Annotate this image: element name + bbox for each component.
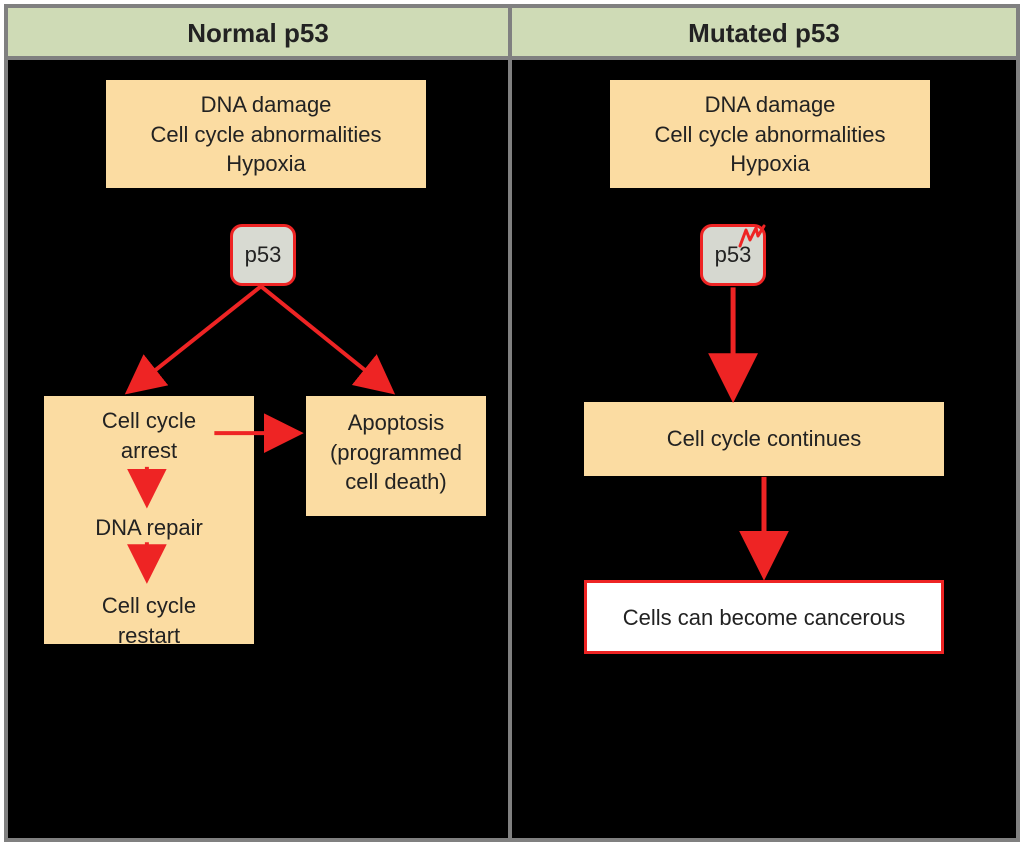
diagram-wrapper: Normal p53 DNA damage Cell cycle abnorma…	[0, 0, 1024, 846]
arrest-line-2: arrest	[121, 438, 177, 463]
normal-p53-node: p53	[230, 224, 296, 286]
m-trigger-line-2: Cell cycle abnormalities	[654, 122, 885, 147]
arrest-line-1: Cell cycle	[102, 408, 196, 433]
apoptosis-box: Apoptosis (programmed cell death)	[306, 396, 486, 516]
arrow-p53-to-apoptosis	[261, 286, 389, 389]
normal-trigger-box: DNA damage Cell cycle abnormalities Hypo…	[106, 80, 426, 188]
apoptosis-line-1: Apoptosis	[348, 410, 445, 435]
arrow-p53-to-arrest	[131, 286, 261, 389]
trigger-line-2: Cell cycle abnormalities	[150, 122, 381, 147]
m-trigger-line-3: Hypoxia	[730, 151, 809, 176]
mutated-p53-header: Mutated p53	[512, 8, 1016, 60]
cancer-box: Cells can become cancerous	[584, 580, 944, 654]
apoptosis-line-3: cell death)	[345, 469, 447, 494]
mutated-p53-node: p53	[700, 224, 766, 286]
two-column-grid: Normal p53 DNA damage Cell cycle abnorma…	[4, 4, 1020, 842]
cycle-continues-box: Cell cycle continues	[584, 402, 944, 476]
restart-line-2: restart	[118, 623, 180, 648]
mutation-jag-icon	[738, 224, 766, 248]
trigger-line-3: Hypoxia	[226, 151, 305, 176]
mutated-p53-column: Mutated p53 DNA damage Cell cycle abnorm…	[512, 8, 1016, 838]
mutated-p53-body: DNA damage Cell cycle abnormalities Hypo…	[512, 60, 1016, 838]
cancer-line: Cells can become cancerous	[623, 605, 905, 630]
normal-p53-column: Normal p53 DNA damage Cell cycle abnorma…	[8, 8, 512, 838]
continues-line: Cell cycle continues	[667, 426, 861, 451]
mutated-trigger-box: DNA damage Cell cycle abnormalities Hypo…	[610, 80, 930, 188]
m-trigger-line-1: DNA damage	[705, 92, 836, 117]
normal-p53-body: DNA damage Cell cycle abnormalities Hypo…	[8, 60, 508, 838]
apoptosis-line-2: (programmed	[330, 440, 462, 465]
trigger-line-1: DNA damage	[201, 92, 332, 117]
arrest-repair-restart-box: Cell cycle arrest DNA repair Cell cycle …	[44, 396, 254, 644]
p53-label: p53	[245, 242, 282, 267]
restart-line-1: Cell cycle	[102, 593, 196, 618]
repair-line: DNA repair	[95, 515, 203, 540]
normal-p53-header: Normal p53	[8, 8, 508, 60]
